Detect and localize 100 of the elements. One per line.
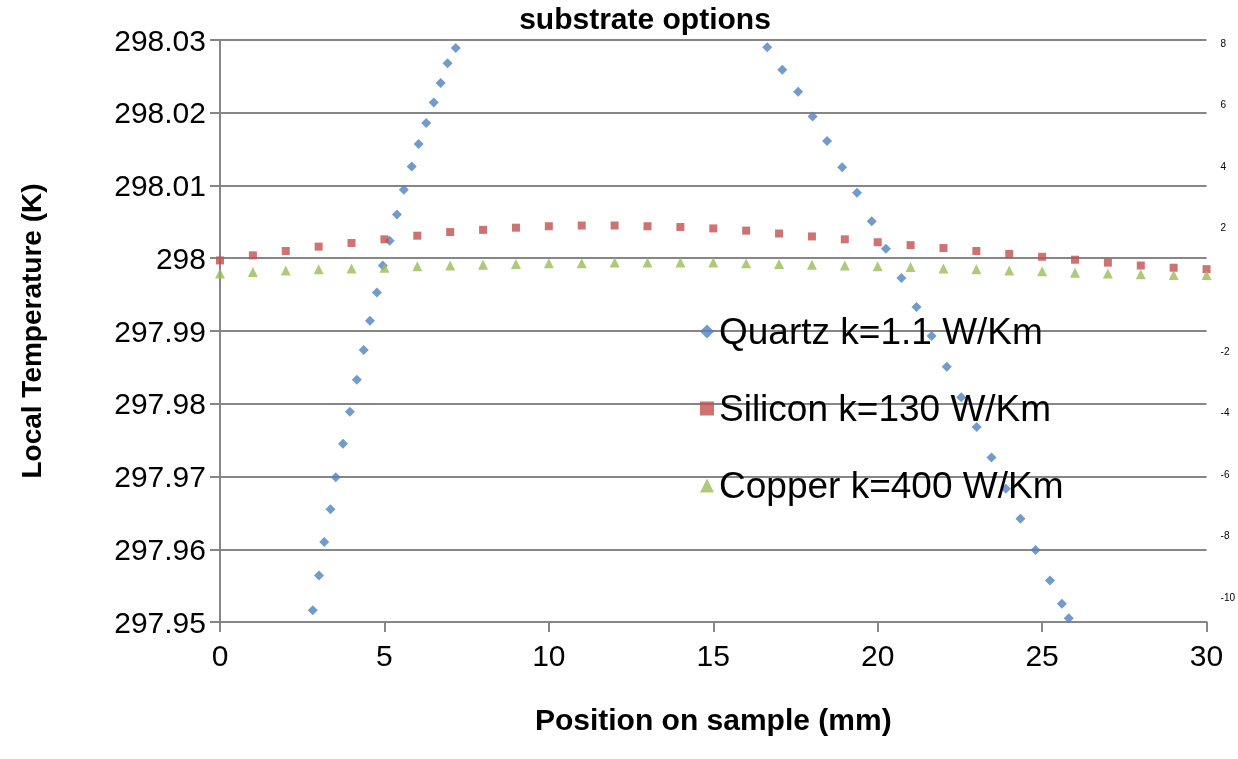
point — [280, 265, 291, 276]
point — [941, 361, 952, 372]
y-tick-label: 298.03 — [114, 23, 206, 57]
point — [576, 258, 587, 269]
point — [511, 223, 520, 232]
point — [741, 258, 752, 269]
x-tick-label: 25 — [1025, 638, 1059, 672]
legend-label: Silicon k=130 W/Km — [719, 388, 1052, 429]
point — [1030, 544, 1041, 555]
point — [307, 605, 318, 616]
point — [313, 264, 324, 275]
point — [840, 235, 849, 244]
point — [347, 238, 356, 247]
point — [421, 117, 432, 128]
point — [905, 261, 916, 272]
x-tick-label: 5 — [376, 638, 393, 672]
point — [986, 452, 997, 463]
x-tick-label: 10 — [532, 638, 566, 672]
point — [406, 161, 417, 172]
point — [1037, 266, 1048, 277]
y-tick-label: 297.96 — [114, 532, 206, 566]
point — [247, 267, 258, 278]
point — [896, 272, 907, 283]
point — [839, 260, 850, 271]
x-tick-label: 20 — [861, 638, 895, 672]
point — [398, 184, 409, 195]
point — [358, 344, 369, 355]
point — [215, 268, 225, 279]
point — [642, 257, 653, 268]
point — [777, 64, 788, 75]
y-tick-label: 297.95 — [114, 605, 206, 639]
y2-tick-label: 6 — [1220, 99, 1227, 111]
point — [435, 77, 446, 88]
point — [872, 261, 883, 272]
point — [822, 136, 833, 147]
point — [478, 259, 489, 270]
y-axis-title: Local Temperature (K) — [15, 183, 47, 479]
point — [346, 263, 357, 274]
x-axis-title: Position on sample (mm) — [534, 702, 892, 736]
point — [939, 244, 948, 253]
point — [248, 251, 257, 260]
point — [510, 259, 521, 270]
point — [742, 226, 751, 235]
point — [216, 256, 224, 265]
point — [281, 246, 290, 255]
y2-tick-label: 4 — [1220, 160, 1227, 172]
y2-tick-label: -2 — [1220, 345, 1230, 357]
point — [938, 263, 949, 274]
point — [1071, 255, 1080, 264]
point — [1136, 261, 1145, 270]
y2-tick-label: 8 — [1220, 37, 1227, 49]
point — [911, 301, 922, 312]
point — [351, 374, 362, 385]
point — [325, 504, 336, 515]
point — [1169, 263, 1178, 272]
point — [873, 238, 882, 247]
point — [1063, 613, 1074, 624]
point — [1056, 598, 1067, 609]
point — [1202, 265, 1211, 274]
point — [544, 222, 553, 231]
y-tick-label: 298 — [155, 241, 206, 275]
x-tick-label: 15 — [696, 638, 730, 672]
point — [708, 257, 719, 268]
point — [906, 241, 915, 250]
point — [1135, 269, 1146, 280]
point — [314, 242, 323, 251]
point — [313, 570, 324, 581]
point — [709, 224, 718, 233]
point — [807, 111, 818, 122]
point — [330, 472, 341, 483]
point — [1004, 265, 1015, 276]
point — [413, 231, 422, 240]
point — [971, 264, 982, 275]
y-tick-label: 297.97 — [114, 460, 206, 493]
point — [577, 221, 586, 230]
point — [1201, 269, 1212, 280]
point — [1045, 575, 1056, 586]
chart-title: substrate options — [519, 1, 771, 35]
point — [1102, 268, 1113, 279]
point — [775, 229, 784, 238]
point — [412, 261, 423, 272]
point — [610, 221, 619, 230]
point — [364, 315, 375, 326]
y-tick-label: 298.01 — [114, 169, 206, 202]
y2-tick-label: -4 — [1220, 407, 1230, 419]
y2-tick-label: -10 — [1220, 591, 1236, 603]
point — [446, 228, 455, 237]
point — [1103, 258, 1112, 267]
point — [774, 259, 785, 270]
x-tick-label: 0 — [211, 638, 229, 672]
point — [676, 222, 685, 231]
point — [380, 235, 389, 244]
point — [319, 536, 330, 547]
x-tick-label: 30 — [1189, 638, 1224, 672]
point — [344, 406, 355, 417]
point — [866, 216, 877, 227]
legend-label: Copper k=400 W/Km — [719, 465, 1064, 506]
point — [413, 139, 424, 150]
point — [972, 246, 981, 255]
point — [762, 42, 773, 53]
